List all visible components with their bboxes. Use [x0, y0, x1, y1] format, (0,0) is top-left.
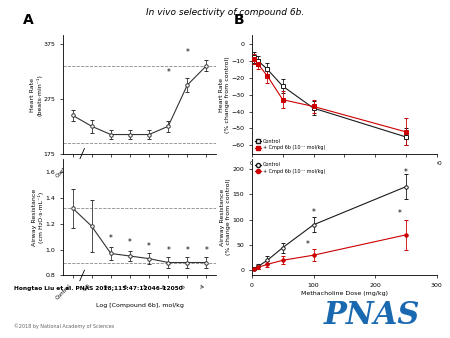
Text: B: B	[234, 13, 245, 27]
Text: *: *	[166, 246, 170, 255]
Text: *: *	[185, 48, 189, 57]
Legend: Control, + Cmpd 6b (10⁻⁷ mol/kg): Control, + Cmpd 6b (10⁻⁷ mol/kg)	[254, 161, 326, 175]
X-axis label: Methacholine Dose (mg/kg): Methacholine Dose (mg/kg)	[301, 291, 388, 296]
Text: In vivo selectivity of compound 6b.: In vivo selectivity of compound 6b.	[146, 8, 304, 18]
Text: PNAS: PNAS	[324, 300, 420, 331]
Text: Hongtao Liu et al. PNAS 2018;115:47:12046-12050: Hongtao Liu et al. PNAS 2018;115:47:1204…	[14, 286, 182, 291]
Text: *: *	[109, 234, 113, 243]
Y-axis label: Airway Resistance
(% change from control): Airway Resistance (% change from control…	[220, 179, 231, 256]
Y-axis label: Airway Resistance
(cm H₂O·s·mL⁻¹): Airway Resistance (cm H₂O·s·mL⁻¹)	[32, 189, 44, 246]
Text: *: *	[306, 240, 309, 249]
Text: *: *	[166, 68, 170, 77]
Text: *: *	[185, 246, 189, 255]
Y-axis label: Heart Rate
(% change from control): Heart Rate (% change from control)	[219, 56, 230, 133]
Text: *: *	[128, 238, 132, 247]
Text: *: *	[204, 246, 208, 255]
Text: ©2018 by National Academy of Sciences: ©2018 by National Academy of Sciences	[14, 323, 114, 329]
Y-axis label: Heart Rate
(beats·min⁻¹): Heart Rate (beats·min⁻¹)	[30, 74, 42, 116]
Text: *: *	[147, 242, 151, 251]
Text: *: *	[311, 208, 315, 217]
X-axis label: Methacholine Dose (mg/kg): Methacholine Dose (mg/kg)	[301, 169, 388, 174]
Legend: Control, + Cmpd 6b (10⁻⁷ mol/kg): Control, + Cmpd 6b (10⁻⁷ mol/kg)	[254, 138, 326, 151]
Text: *: *	[398, 209, 401, 218]
X-axis label: Log [Compound 6b], mol/kg: Log [Compound 6b], mol/kg	[95, 304, 184, 308]
Text: A: A	[22, 13, 33, 27]
Text: *: *	[404, 168, 408, 176]
